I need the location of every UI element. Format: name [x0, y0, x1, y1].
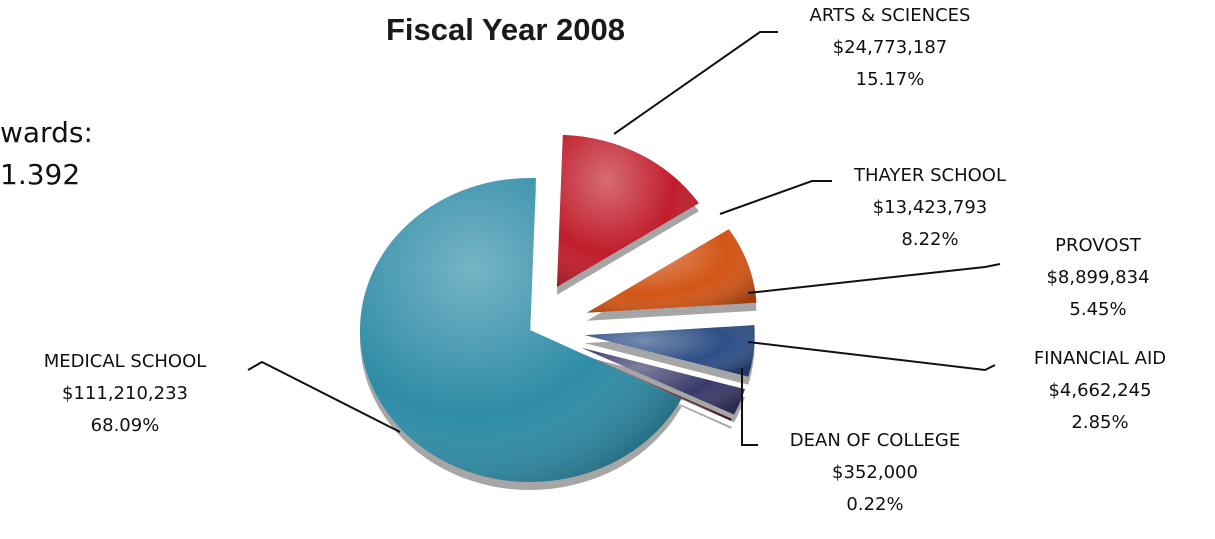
label-dean-of-college: DEAN OF COLLEGE $352,000 0.22% [760, 425, 990, 521]
label-thayer-school-name: THAYER SCHOOL [854, 165, 1006, 186]
label-arts-sciences: ARTS & SCIENCES $24,773,187 15.17% [780, 0, 1000, 96]
label-arts-sciences-name: ARTS & SCIENCES [809, 5, 971, 26]
label-medical-school-name: MEDICAL SCHOOL [43, 351, 207, 372]
slice-highlight-provost [584, 325, 755, 377]
label-arts-sciences-amount: $24,773,187 [832, 37, 948, 58]
total-awards-label: wards: [0, 116, 93, 149]
label-thayer-school-percent: 8.22% [901, 229, 959, 250]
leader-line-thayer-school [719, 180, 832, 215]
leader-line-dean-of-college [741, 368, 758, 446]
label-medical-school-amount: $111,210,233 [62, 383, 188, 404]
label-provost: PROVOST $8,899,834 5.45% [1008, 230, 1188, 326]
label-provost-amount: $8,899,834 [1046, 267, 1150, 288]
label-provost-name: PROVOST [1055, 235, 1141, 256]
total-awards-value: 1.392 [0, 158, 81, 191]
slice-highlight-financial-aid [581, 347, 745, 415]
label-thayer-school-amount: $13,423,793 [872, 197, 988, 218]
label-financial-aid-percent: 2.85% [1071, 412, 1129, 433]
label-financial-aid-name: FINANCIAL AID [1033, 348, 1167, 369]
label-financial-aid: FINANCIAL AID $4,662,245 2.85% [995, 343, 1205, 439]
slice-highlight-medical-school [360, 178, 682, 482]
slice-highlight-dean-of-college [579, 352, 732, 421]
leader-line-financial-aid [747, 341, 996, 372]
label-medical-school-percent: 68.09% [90, 415, 160, 436]
leader-line-provost [747, 263, 1001, 294]
label-dean-of-college-percent: 0.22% [846, 494, 904, 515]
slice-highlight-arts-sciences [556, 134, 699, 287]
label-financial-aid-amount: $4,662,245 [1048, 380, 1152, 401]
label-medical-school: MEDICAL SCHOOL $111,210,233 68.09% [0, 346, 250, 442]
label-dean-of-college-amount: $352,000 [832, 462, 918, 483]
label-dean-of-college-name: DEAN OF COLLEGE [789, 430, 961, 451]
label-arts-sciences-percent: 15.17% [855, 69, 925, 90]
slice-highlight-thayer-school [586, 229, 757, 313]
leader-line-arts-sciences [613, 31, 778, 135]
leader-line-medical-school [247, 360, 401, 433]
chart-title: Fiscal Year 2008 [386, 12, 626, 47]
label-thayer-school: THAYER SCHOOL $13,423,793 8.22% [820, 160, 1040, 256]
label-provost-percent: 5.45% [1069, 299, 1127, 320]
